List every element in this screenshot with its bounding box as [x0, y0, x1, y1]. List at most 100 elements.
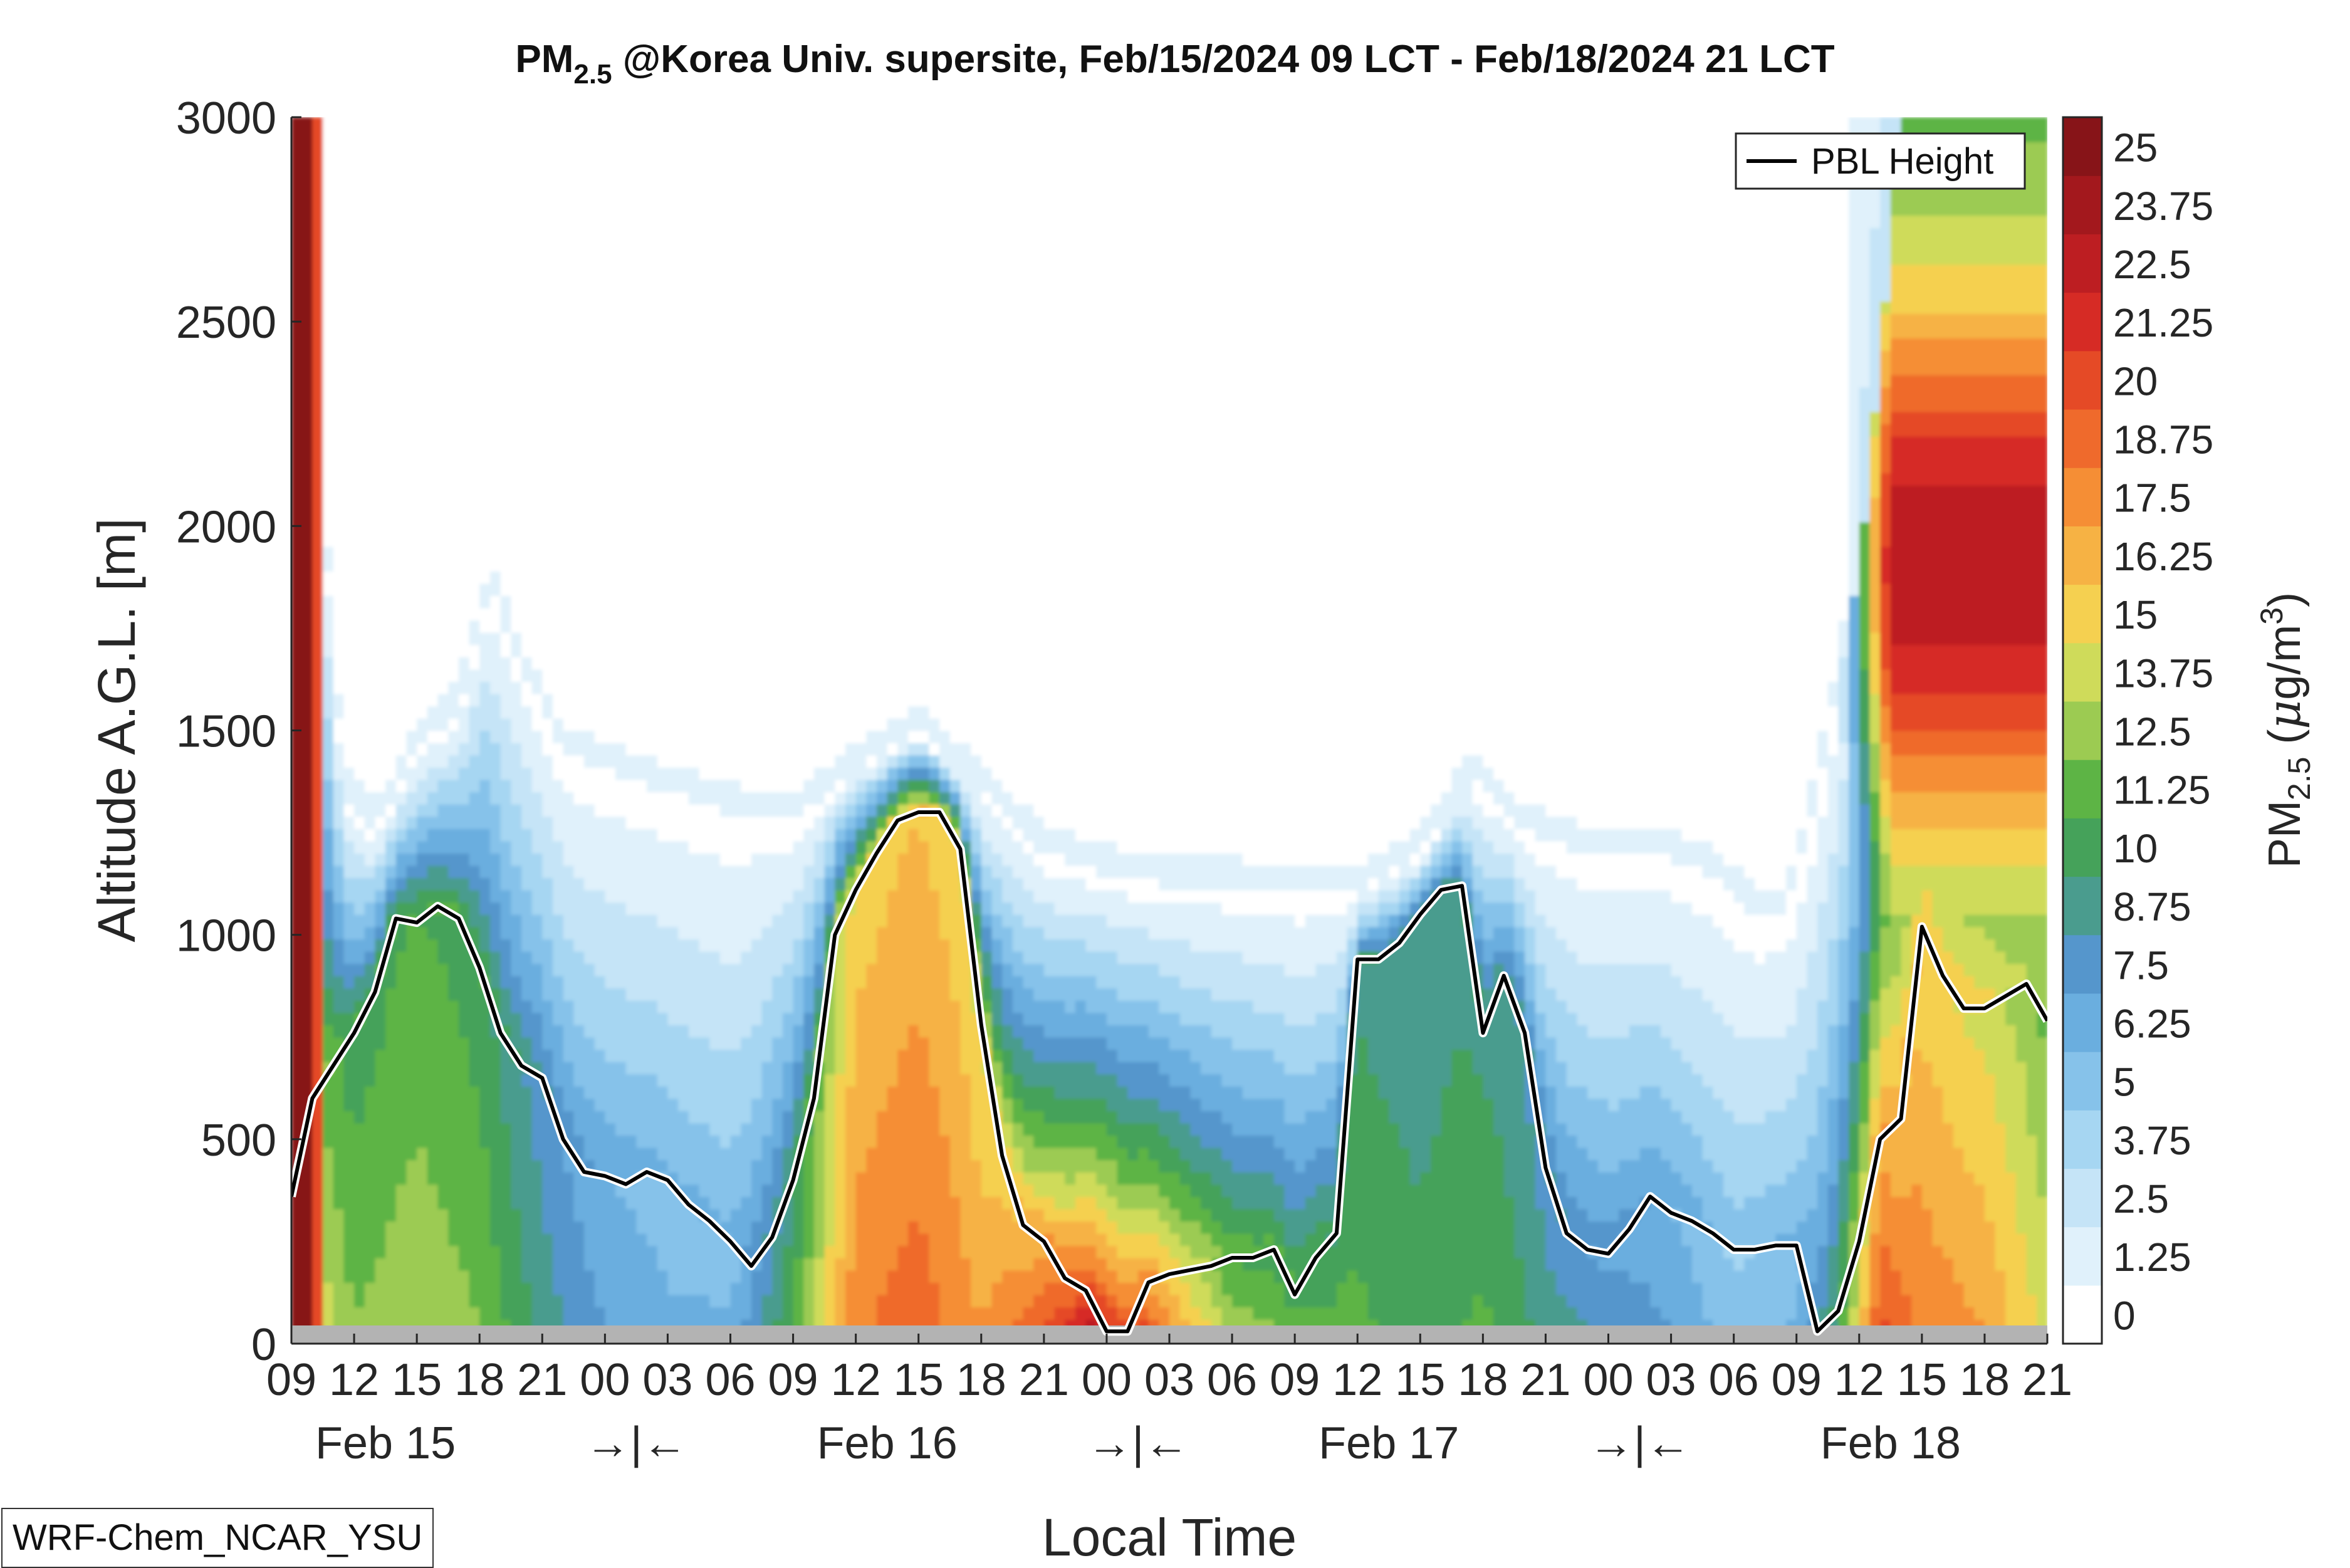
pm25-cell — [699, 914, 710, 928]
pm25-cell — [323, 534, 334, 547]
pm25-cell — [782, 681, 794, 694]
pm25-cell — [625, 583, 637, 597]
pm25-cell — [719, 595, 731, 609]
pm25-cell — [647, 620, 658, 633]
pm25-cell — [688, 1061, 700, 1075]
pm25-cell — [605, 693, 616, 707]
pm25-cell — [521, 840, 533, 854]
pm25-cell — [741, 191, 752, 204]
pm25-cell — [395, 1294, 407, 1308]
pm25-cell — [594, 301, 606, 314]
pm25-cell — [615, 607, 627, 621]
pm25-cell — [469, 1025, 481, 1038]
pm25-cell — [437, 546, 449, 560]
pm25-cell — [427, 202, 439, 216]
pm25-cell — [448, 558, 459, 572]
pm25-cell — [657, 792, 669, 805]
pm25-cell — [489, 166, 501, 179]
pm25-cell — [343, 951, 355, 964]
pm25-cell — [647, 301, 658, 314]
pm25-cell — [364, 571, 376, 584]
pm25-cell — [594, 865, 606, 879]
pm25-cell — [594, 350, 606, 363]
pm25-cell — [312, 1061, 323, 1075]
pm25-cell — [333, 1086, 345, 1099]
pm25-cell — [500, 1245, 512, 1258]
pm25-cell — [699, 534, 710, 547]
pm25-cell — [511, 227, 522, 241]
pm25-cell — [437, 460, 449, 474]
pm25-cell — [542, 914, 553, 928]
pm25-cell — [741, 448, 752, 461]
pm25-cell — [552, 902, 564, 915]
pm25-cell — [761, 399, 773, 412]
pm25-cell — [427, 792, 439, 805]
pm25-cell — [594, 460, 606, 474]
pm25-cell — [782, 743, 794, 756]
pm25-cell — [741, 497, 752, 511]
pm25-cell — [688, 1307, 700, 1320]
pm25-cell — [719, 865, 731, 879]
pm25-cell — [678, 534, 689, 547]
pm25-cell — [552, 1307, 564, 1320]
pm25-cell — [772, 877, 783, 891]
pm25-cell — [333, 424, 345, 437]
pm25-cell — [803, 202, 815, 216]
pm25-cell — [385, 1074, 397, 1087]
pm25-cell — [385, 142, 397, 155]
pm25-cell — [647, 191, 658, 204]
pm25-cell — [772, 951, 783, 964]
pm25-cell — [719, 485, 731, 498]
pm25-cell — [458, 755, 470, 768]
pm25-cell — [448, 583, 459, 597]
pm25-cell — [333, 1147, 345, 1161]
pm25-cell — [615, 657, 627, 670]
pm25-cell — [615, 424, 627, 437]
pm25-cell — [709, 730, 721, 743]
pm25-cell — [291, 889, 303, 903]
pm25-cell — [709, 902, 721, 915]
pm25-cell — [793, 889, 805, 903]
pm25-cell — [709, 252, 721, 265]
pm25-cell — [343, 448, 355, 461]
pm25-cell — [343, 558, 355, 572]
pm25-cell — [448, 1294, 459, 1308]
pm25-cell — [741, 558, 752, 572]
pm25-cell — [489, 1086, 501, 1099]
pm25-cell — [511, 951, 522, 964]
pm25-cell — [719, 276, 731, 290]
pm25-cell — [647, 1245, 658, 1258]
pm25-cell — [469, 558, 481, 572]
pm25-cell — [594, 1208, 606, 1222]
pm25-cell — [625, 1012, 637, 1025]
pm25-cell — [437, 313, 449, 327]
pm25-cell — [730, 362, 741, 375]
pm25-cell — [636, 325, 647, 339]
pm25-cell — [647, 1282, 658, 1295]
pm25-cell — [469, 399, 481, 412]
pm25-cell — [647, 644, 658, 657]
pm25-cell — [375, 411, 386, 425]
pm25-cell — [531, 1122, 543, 1136]
pm25-cell — [605, 1233, 616, 1247]
pm25-cell — [730, 1012, 741, 1025]
pm25-cell — [751, 215, 763, 228]
pm25-cell — [343, 313, 355, 327]
pm25-cell — [343, 399, 355, 412]
pm25-cell — [552, 669, 564, 682]
pm25-cell — [375, 816, 386, 829]
pm25-cell — [793, 865, 805, 879]
pm25-cell — [500, 154, 512, 167]
pm25-cell — [793, 473, 805, 486]
pm25-cell — [751, 792, 763, 805]
pm25-cell — [301, 951, 313, 964]
pm25-cell — [469, 803, 481, 817]
pm25-cell — [647, 1294, 658, 1308]
pm25-cell — [427, 1111, 439, 1124]
pm25-cell — [615, 963, 627, 976]
pm25-cell — [615, 239, 627, 253]
pm25-cell — [312, 374, 323, 388]
pm25-cell — [584, 755, 595, 768]
pm25-cell — [793, 767, 805, 780]
pm25-cell — [448, 521, 459, 535]
